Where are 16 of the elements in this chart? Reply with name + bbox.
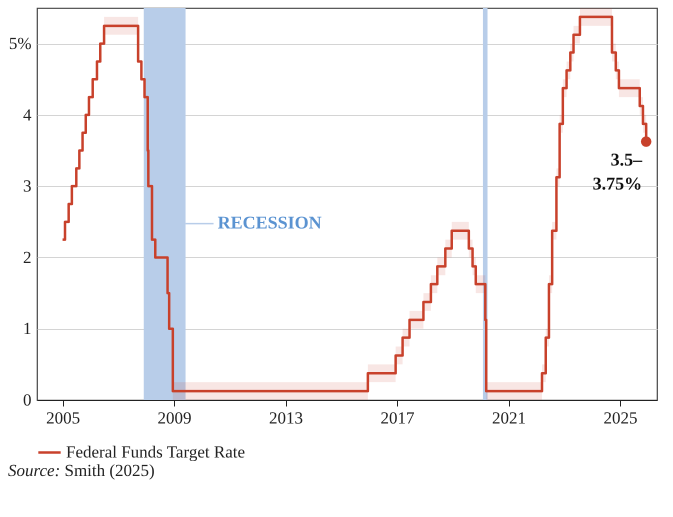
x-tick-label: 2005 bbox=[46, 408, 80, 428]
y-tick-label: 0 bbox=[23, 390, 32, 410]
y-tick-label: 1 bbox=[23, 319, 32, 338]
legend-label: Federal Funds Target Rate bbox=[66, 442, 246, 462]
x-tick-label: 2025 bbox=[603, 408, 638, 428]
annotation: 3.5–3.75% bbox=[592, 150, 644, 194]
y-tick-label: 3 bbox=[23, 176, 32, 196]
x-tick-label: 2009 bbox=[158, 408, 192, 428]
y-tick-label: 5% bbox=[8, 34, 32, 54]
y-tick-label: 2 bbox=[23, 248, 32, 267]
x-tick-label: 2021 bbox=[492, 408, 526, 428]
x-tick-label: 2013 bbox=[269, 408, 304, 428]
x-tick-label: 2017 bbox=[380, 408, 416, 428]
y-tick-label: 4 bbox=[23, 105, 32, 124]
source-note: Source: Smith (2025) bbox=[8, 461, 156, 481]
band-label: RECESSION bbox=[218, 212, 322, 233]
